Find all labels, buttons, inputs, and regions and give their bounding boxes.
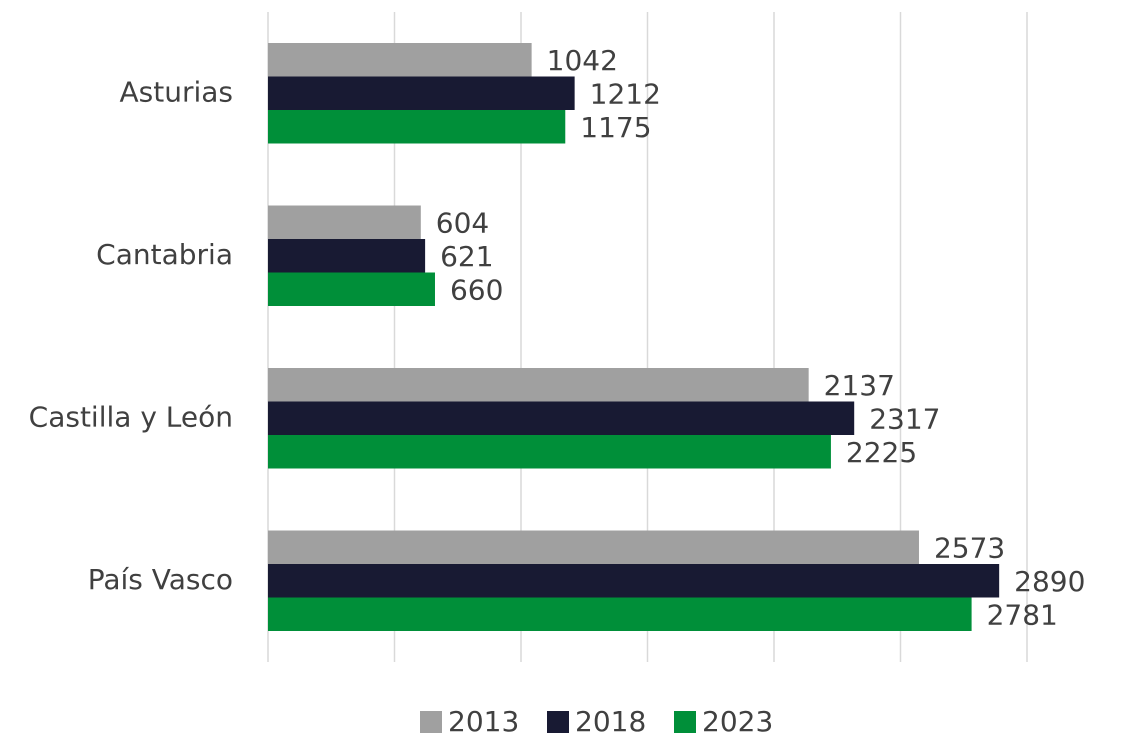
bar <box>268 205 421 239</box>
bar <box>268 272 435 306</box>
data-label: 2317 <box>869 402 940 435</box>
bar <box>268 43 532 77</box>
legend-label: 2018 <box>575 705 646 735</box>
legend-swatch <box>674 711 696 733</box>
data-label: 660 <box>450 273 503 306</box>
y-tick-label: Castilla y León <box>29 400 233 433</box>
bar <box>268 76 575 110</box>
data-label: 2573 <box>934 531 1005 564</box>
data-label: 1175 <box>580 111 651 144</box>
legend-label: 2013 <box>448 705 519 735</box>
bar <box>268 564 1000 598</box>
data-label: 2781 <box>987 598 1058 631</box>
bar <box>268 597 972 631</box>
data-label: 604 <box>436 206 489 239</box>
bar <box>268 401 855 435</box>
data-label: 1042 <box>547 44 618 77</box>
y-tick-label: País Vasco <box>88 563 233 596</box>
legend-swatch <box>420 711 442 733</box>
data-label: 2890 <box>1014 565 1085 598</box>
data-label: 621 <box>440 240 493 273</box>
bar <box>268 435 831 469</box>
y-tick-label: Cantabria <box>96 238 233 271</box>
bar <box>268 530 919 564</box>
legend-label: 2023 <box>702 705 773 735</box>
bar <box>268 239 426 273</box>
bar <box>268 368 809 402</box>
legend-swatch <box>547 711 569 733</box>
y-tick-label: Asturias <box>119 75 233 108</box>
data-label: 2225 <box>846 436 917 469</box>
bar <box>268 110 566 144</box>
data-label: 2137 <box>824 369 895 402</box>
data-label: 1212 <box>590 77 661 110</box>
